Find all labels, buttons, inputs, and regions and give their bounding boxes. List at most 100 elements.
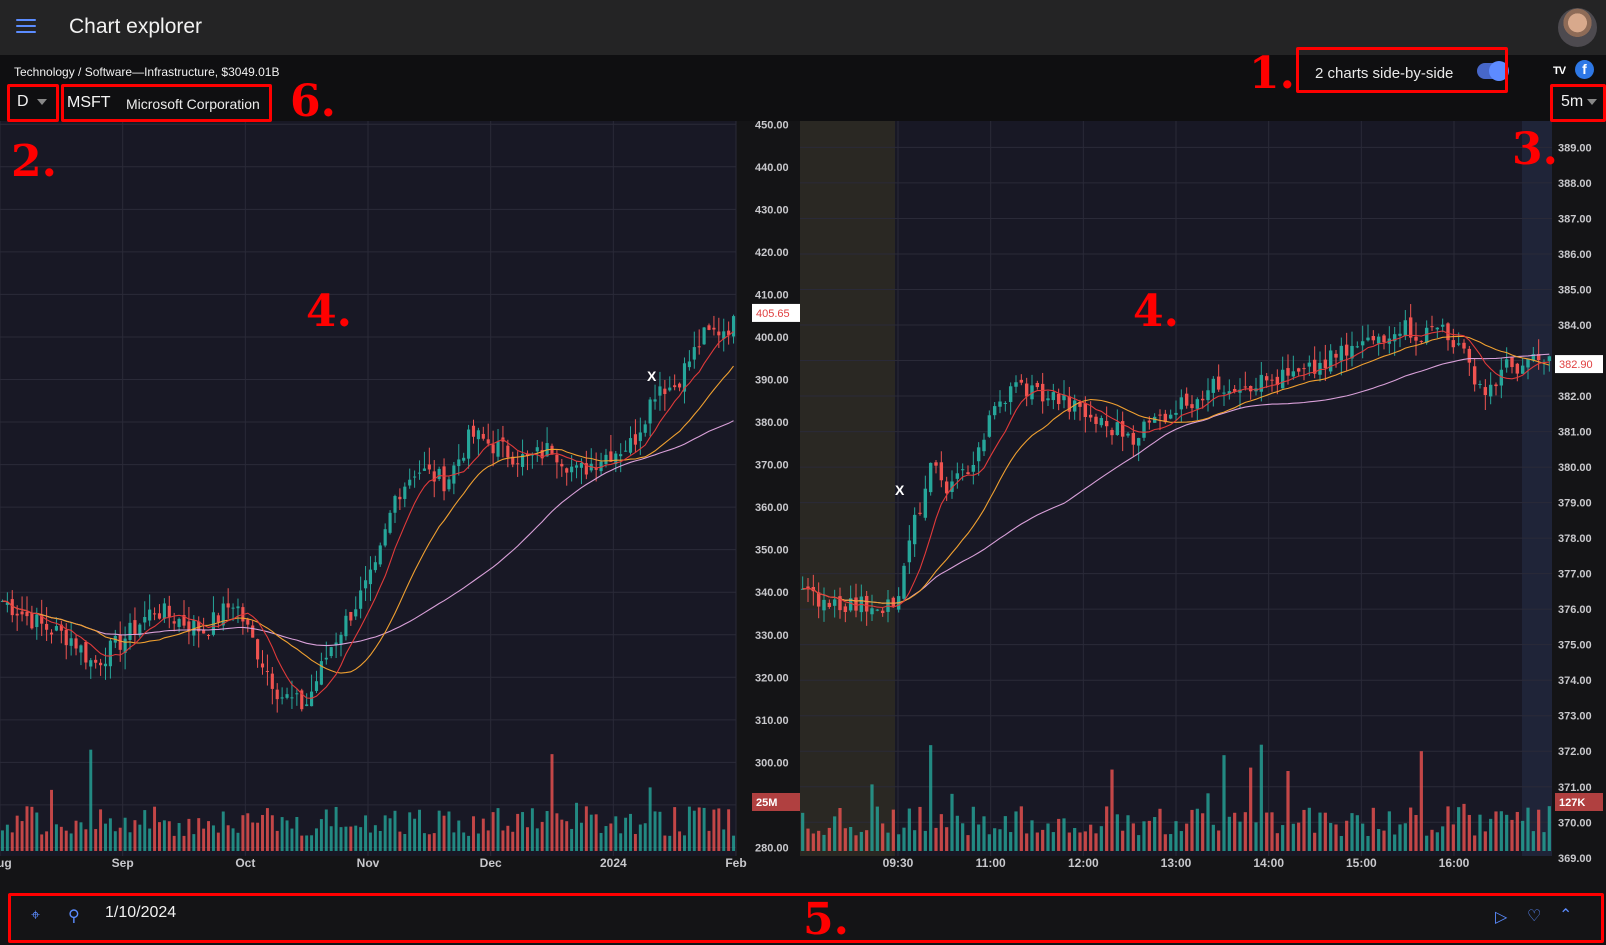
candle-body (123, 638, 127, 653)
candle-body (378, 545, 382, 565)
right-chart[interactable]: 09:3011:0012:0013:0014:0015:0016:0009:30… (800, 121, 1603, 894)
volume-bar (609, 823, 613, 851)
side-by-side-toggle-row[interactable]: 2 charts side-by-side (1296, 54, 1509, 92)
candle-body (1467, 348, 1472, 363)
candle-body (35, 614, 39, 628)
volume-bar (939, 814, 943, 851)
volume-bar (707, 830, 711, 851)
volume-bar (104, 823, 107, 851)
volume-bar (806, 828, 810, 851)
moving-average-line (802, 330, 1550, 609)
volume-bar (643, 823, 647, 851)
volume-bar (1062, 818, 1066, 851)
left-chart[interactable]: AugSepOctNovDec2024FebAugSepOctNovDec202… (0, 121, 800, 894)
candle-body (1142, 421, 1146, 438)
side-by-side-toggle[interactable] (1477, 61, 1509, 81)
volume-bar (987, 834, 991, 851)
candle-body (1131, 432, 1136, 445)
charts[interactable]: AugSepOctNovDec2024FebAugSepOctNovDec202… (0, 121, 1606, 894)
volume-bar (89, 749, 93, 851)
last-price-label: 405.65 (756, 308, 790, 320)
volume-bar (84, 829, 88, 851)
candle-body (1072, 400, 1077, 412)
menu-icon[interactable] (16, 19, 36, 35)
candle-body (1099, 418, 1104, 426)
volume-bar (1169, 834, 1173, 851)
candle-body (1206, 390, 1210, 401)
volume-bar (192, 834, 196, 851)
volume-bar (50, 789, 53, 851)
candle-body (1152, 416, 1157, 423)
candle-body (1046, 398, 1050, 401)
volume-bar (817, 830, 821, 851)
candle-body (1350, 345, 1354, 359)
volume-bar (1030, 820, 1034, 851)
volume-bar (1302, 809, 1306, 851)
candle-body (1056, 393, 1061, 405)
pin-icon[interactable]: ⚲ (68, 908, 80, 925)
volume-bar (481, 818, 485, 851)
volume-bar (1121, 830, 1125, 851)
volume-bar (1382, 830, 1386, 851)
candle-body (1462, 342, 1466, 349)
candle-body (550, 445, 554, 455)
crosshair-icon[interactable]: ⌖ (31, 907, 41, 924)
avatar[interactable] (1558, 8, 1597, 47)
heart-icon[interactable]: ♡ (1527, 908, 1542, 925)
y-tick-label: 372.00 (1558, 746, 1592, 758)
candle-body (982, 439, 986, 452)
volume-bar (133, 820, 137, 851)
volume-bar (324, 809, 328, 851)
volume-bar (393, 810, 397, 851)
volume-bar (998, 829, 1002, 851)
candle-body (643, 424, 647, 433)
y-tick-label: 379.00 (1558, 498, 1592, 510)
play-icon[interactable]: ▷ (1495, 909, 1508, 926)
left-interval-select[interactable]: D (17, 93, 47, 111)
candle-body (148, 609, 152, 621)
volume-bar (501, 830, 505, 851)
volume-bar (945, 827, 949, 851)
finviz-icon[interactable]: f (1575, 60, 1594, 79)
volume-bar (629, 813, 632, 851)
y-tick-label: 440.00 (755, 162, 789, 174)
candle-body (344, 615, 348, 637)
volume-bar (290, 828, 294, 851)
candle-body (1360, 341, 1365, 346)
candle-body (359, 590, 363, 609)
volume-bar (950, 793, 954, 851)
volume-bar (148, 828, 152, 851)
candle-body (1275, 376, 1280, 386)
candle-body (1424, 327, 1429, 343)
volume-bar (678, 831, 682, 851)
candle-body (731, 316, 736, 337)
candle-body (74, 638, 78, 649)
volume-bar (971, 806, 975, 851)
volume-bar (162, 820, 166, 851)
volume-bar (555, 813, 559, 851)
volume-bar (619, 833, 623, 851)
volume-bar (118, 827, 122, 851)
moving-average-line (2, 420, 734, 647)
candle-body (1451, 340, 1456, 348)
candle-body (1227, 391, 1232, 395)
tradingview-icon[interactable]: TV (1553, 65, 1566, 77)
volume-bar (1078, 832, 1082, 851)
chevron-up-icon[interactable]: ⌃ (1559, 907, 1573, 924)
right-interval-select[interactable]: 5m (1561, 93, 1598, 111)
symbol-input[interactable]: MSFT (67, 94, 111, 111)
volume-bar (614, 816, 618, 851)
volume-bar (1473, 835, 1477, 851)
volume-bar (1307, 807, 1311, 851)
volume-bar (545, 811, 549, 851)
x-tick-label: 14:00 (1253, 856, 1284, 870)
candle-body (827, 602, 832, 608)
candle-body (1179, 397, 1184, 410)
last-volume-label: 127K (1559, 797, 1585, 809)
volume-bar (1217, 830, 1221, 851)
y-tick-label: 384.00 (1558, 320, 1592, 332)
x-tick-label: 16:00 (1439, 856, 1470, 870)
volume-bar (1019, 806, 1023, 851)
candle-body (363, 580, 368, 589)
volume-bar (99, 809, 103, 851)
